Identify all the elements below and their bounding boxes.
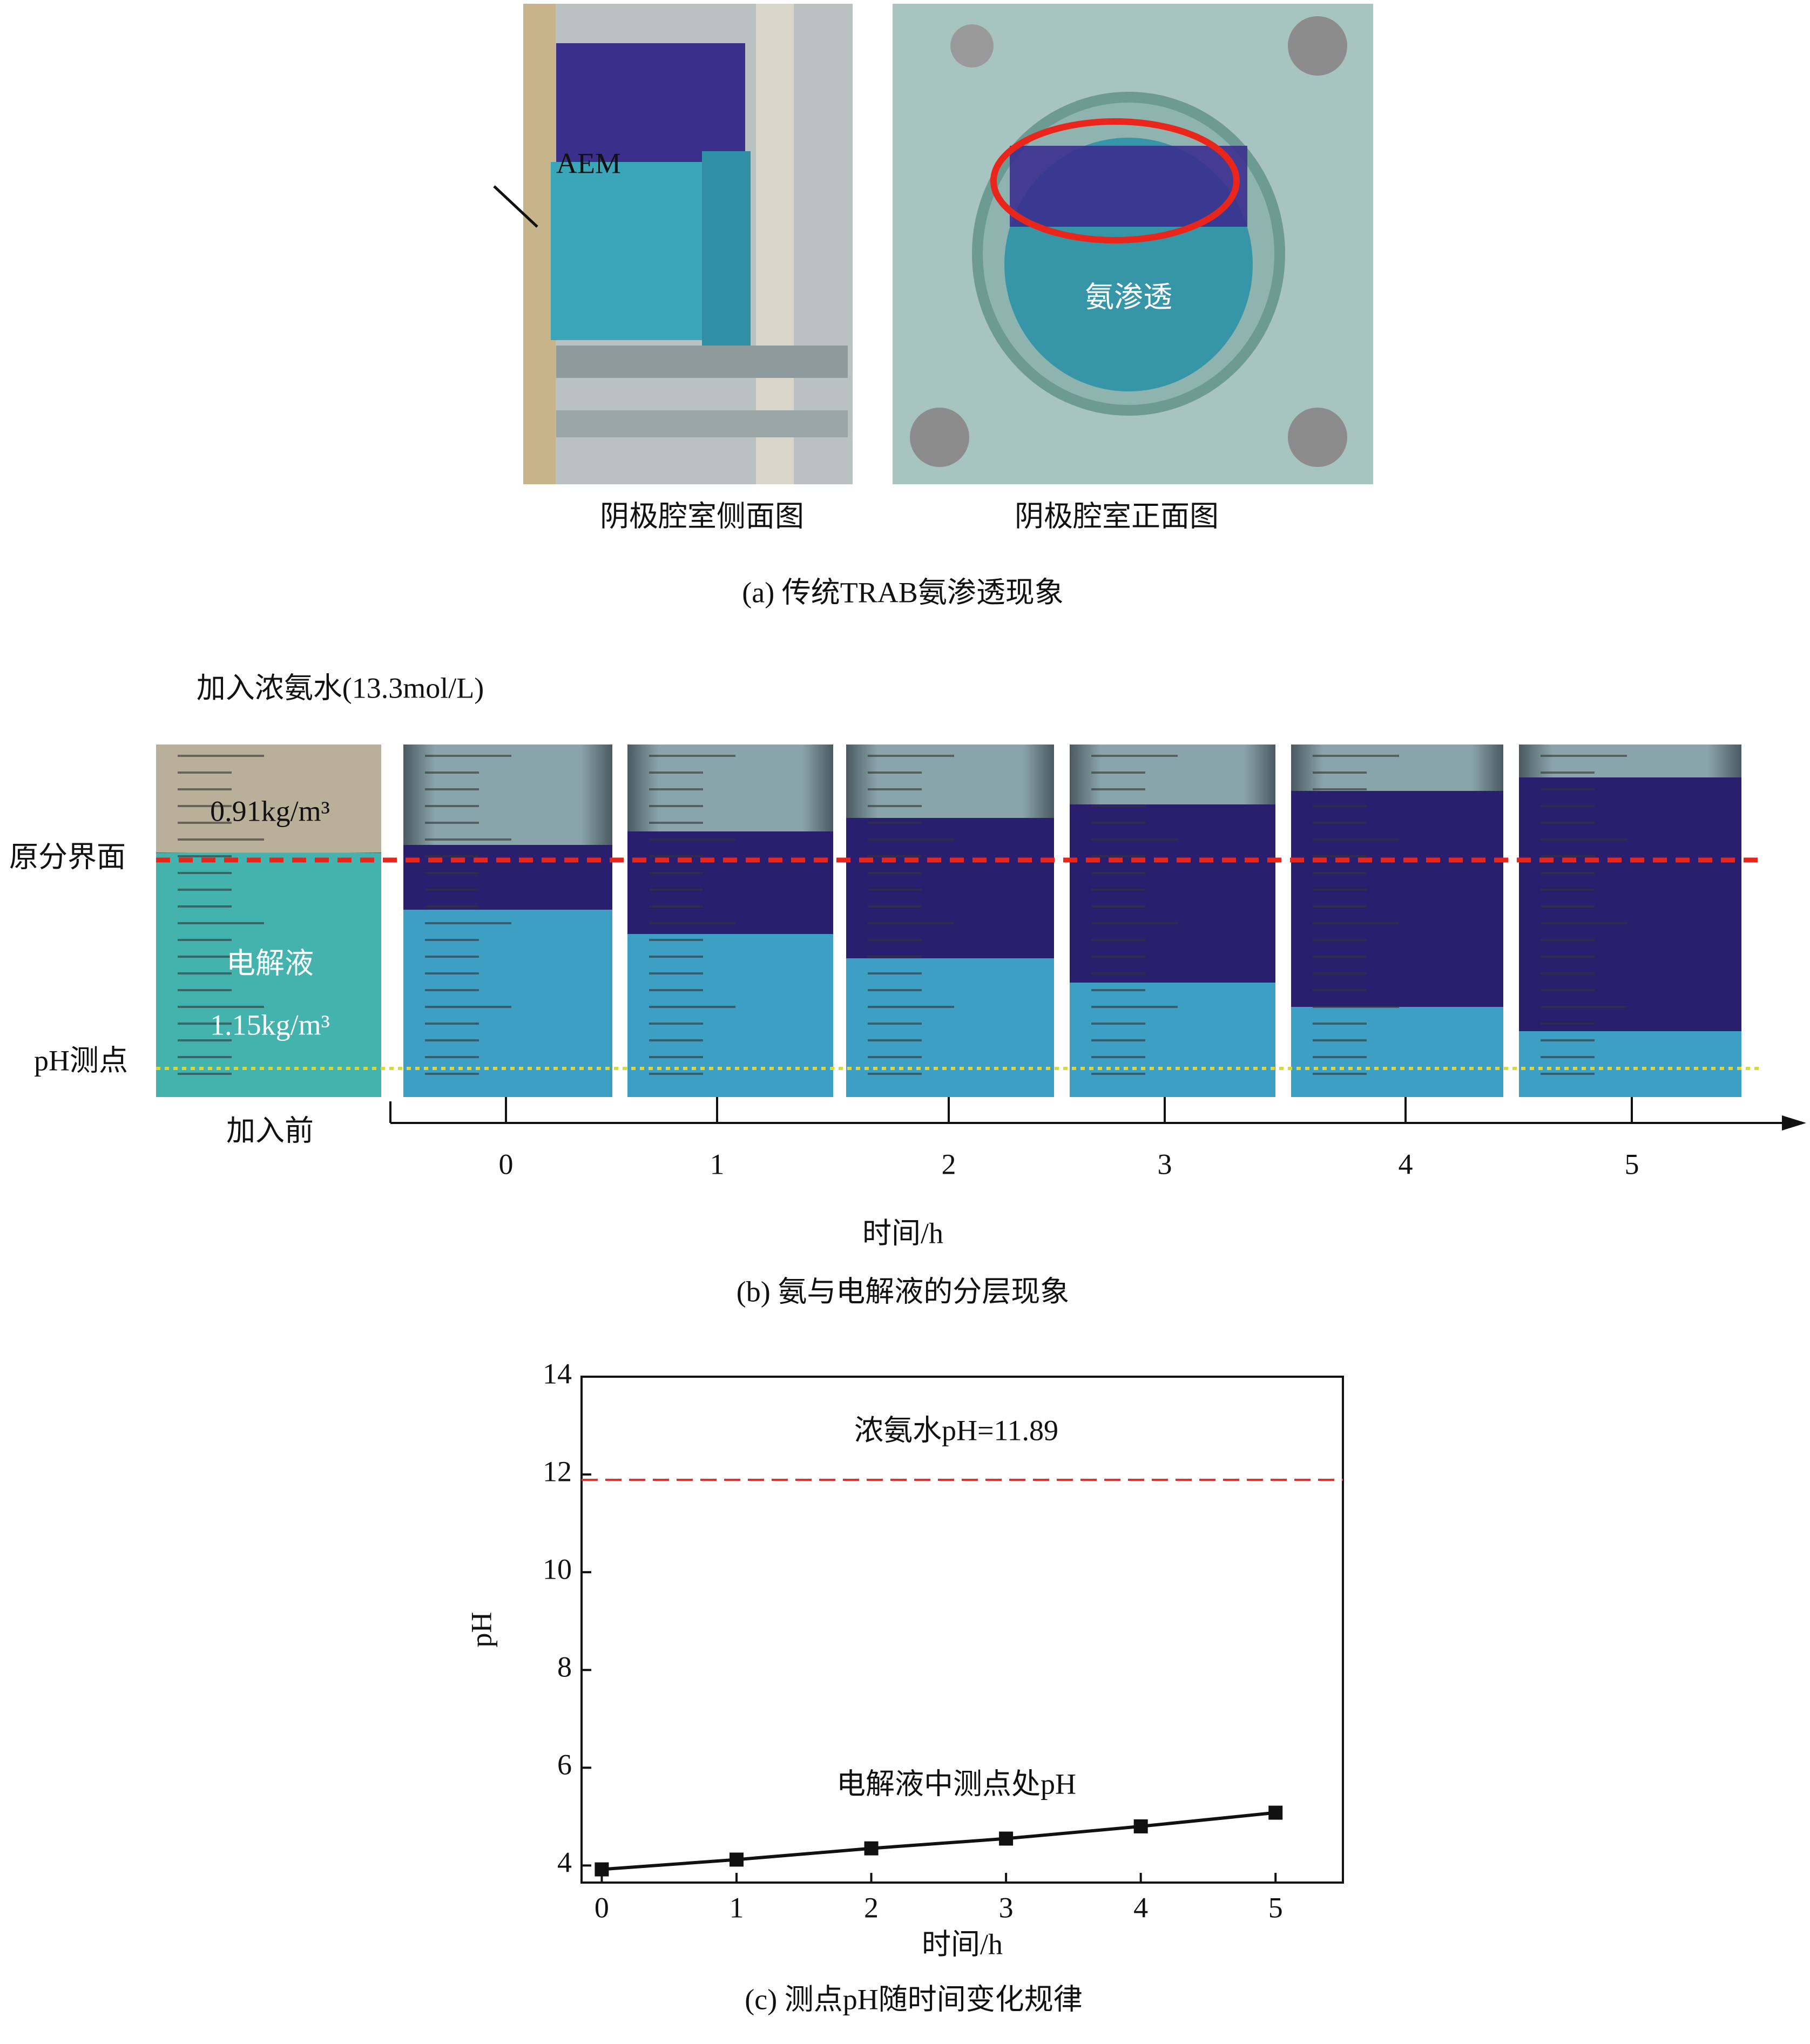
photo-label: 阴极腔室正面图 [1015,500,1219,532]
ammonia-layer [1291,791,1503,1007]
y-tick-label: 6 [557,1749,572,1781]
caption: (b) 氨与电解液的分层现象 [737,1275,1069,1308]
electrolyte-layer [1291,1007,1503,1097]
tick-label: 4 [1399,1148,1413,1180]
series-line [602,1811,1276,1871]
axis-arrow [1782,1115,1806,1131]
reference-label: 浓氨水pH=11.89 [854,1414,1058,1446]
ammonia-layer [846,818,1054,958]
tube-photo [156,744,1741,1097]
x-tick-label: 5 [1268,1891,1283,1924]
aem-pointer [493,185,538,228]
x-tick-label: 3 [999,1891,1014,1924]
x-axis-title: 时间/h [922,1928,1003,1960]
side-photo [523,4,853,484]
caption: (c) 测点pH随时间变化规律 [745,1983,1082,2015]
y-tick-label: 14 [543,1357,572,1390]
data-point [595,1862,609,1877]
before-label: 加入前 [226,1114,314,1147]
y-tick-label: 4 [557,1846,572,1879]
tick-label: 0 [499,1148,514,1180]
electrolyte-layer [627,934,833,1097]
tick-label: 2 [942,1148,956,1180]
x-tick-label: 0 [595,1891,609,1924]
density-label: 1.15kg/m³ [210,1009,330,1041]
y-axis-title: pH [465,1612,497,1648]
ph-point-label: pH测点 [34,1044,128,1077]
data-point [1133,1819,1148,1833]
electrolyte-label: 电解液 [226,947,314,979]
plot-frame [580,1376,1344,1884]
interface-label: 原分界面 [9,841,126,873]
photo-label: 阴极腔室侧面图 [600,500,804,532]
added-label: 加入浓氨水(13.3mol/L) [197,672,484,704]
tick-label: 5 [1625,1148,1639,1180]
aem-label: AEM [556,147,621,179]
data-point [864,1841,879,1856]
front-photo [893,4,1373,484]
ammonia-layer [1070,804,1275,983]
series-label: 电解液中测点处pH [836,1768,1076,1800]
data-point [999,1831,1014,1846]
ammonia-layer [156,744,381,852]
x-tick-label: 4 [1133,1891,1148,1924]
tick-label: 3 [1158,1148,1172,1180]
electrolyte-layer [846,958,1054,1097]
density-label: 0.91kg/m³ [210,795,330,827]
caption: (a) 传统TRAB氨渗透现象 [742,576,1063,608]
electrolyte-layer [1519,1031,1741,1097]
data-point [729,1852,744,1867]
y-tick-label: 8 [557,1651,572,1683]
x-tick-label: 1 [729,1891,744,1924]
data-point [1268,1805,1283,1820]
axis-title: 时间/h [862,1217,943,1249]
y-tick-label: 12 [543,1455,572,1487]
time-ticks: 0 1 2 3 4 5 [499,1097,1639,1180]
permeation-label: 氨渗透 [1085,281,1172,313]
ammonia-layer [1519,777,1741,1031]
ammonia-layer [627,831,833,934]
x-tick-label: 2 [864,1891,879,1924]
y-tick-label: 10 [543,1553,572,1586]
tick-label: 1 [710,1148,725,1180]
ammonia-layer [403,845,612,910]
